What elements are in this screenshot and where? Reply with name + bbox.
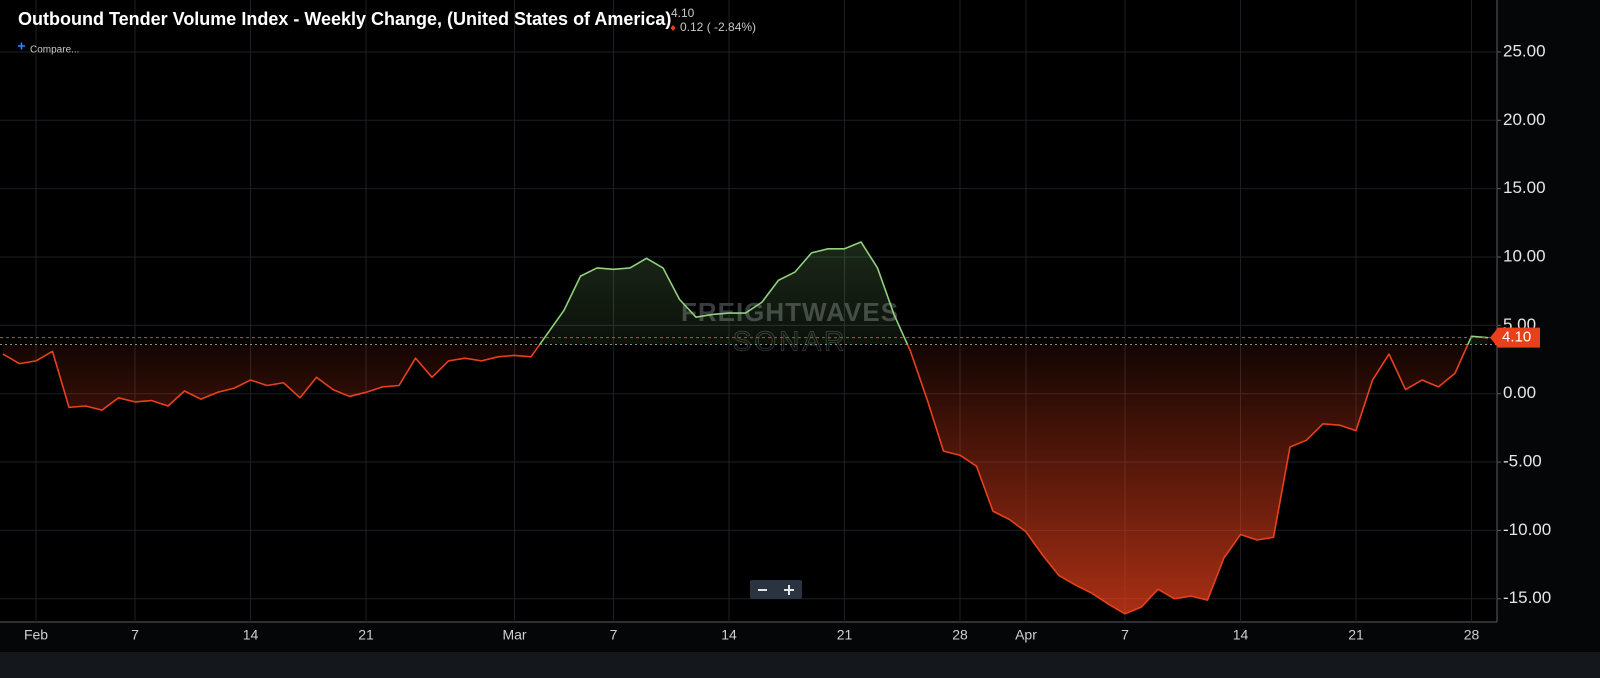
zoom-panel (750, 580, 802, 599)
change-icon (670, 25, 676, 31)
compare-button[interactable]: Compare... (30, 45, 79, 56)
y-tick-label: 20.00 (1503, 110, 1546, 129)
header: Outbound Tender Volume Index - Weekly Ch… (18, 6, 756, 56)
y-tick-label: 25.00 (1503, 41, 1546, 60)
header-change: 0.12 ( -2.84%) (680, 20, 756, 34)
x-tick-label: 21 (1348, 627, 1364, 643)
y-tick-label: -15.00 (1503, 588, 1551, 607)
x-tick-label: 14 (721, 627, 737, 643)
x-tick-label: 21 (837, 627, 853, 643)
x-tick-label: 14 (1233, 627, 1249, 643)
area-fill (3, 241, 1488, 614)
footer-strip (0, 652, 1600, 678)
y-tick-label: 0.00 (1503, 383, 1536, 402)
zoom-in[interactable] (784, 585, 794, 595)
y-tick-label: 10.00 (1503, 246, 1546, 265)
marks (0, 241, 1497, 615)
x-tick-label: 28 (1464, 627, 1480, 643)
chart-title: Outbound Tender Volume Index - Weekly Ch… (18, 9, 671, 29)
x-tick-label: Feb (24, 627, 48, 643)
zoom-controls (750, 580, 802, 599)
current-label: 4.10 (1502, 329, 1531, 346)
header-value: 4.10 (671, 6, 695, 20)
x-tick-label: 28 (952, 627, 968, 643)
y-tick-label: -10.00 (1503, 520, 1551, 539)
y-tick-label: 15.00 (1503, 178, 1546, 197)
x-tick-label: Apr (1015, 627, 1037, 643)
x-tick-label: 7 (610, 627, 618, 643)
x-tick-label: 7 (1121, 627, 1129, 643)
compare-icon[interactable] (18, 42, 25, 50)
x-tick-label: Mar (502, 627, 526, 643)
series-line (2, 241, 1489, 615)
x-tick-label: 21 (358, 627, 374, 643)
y-tick-label: -5.00 (1503, 452, 1542, 471)
x-tick-label: 7 (131, 627, 139, 643)
current-marker (1490, 327, 1540, 348)
x-tick-label: 14 (243, 627, 259, 643)
